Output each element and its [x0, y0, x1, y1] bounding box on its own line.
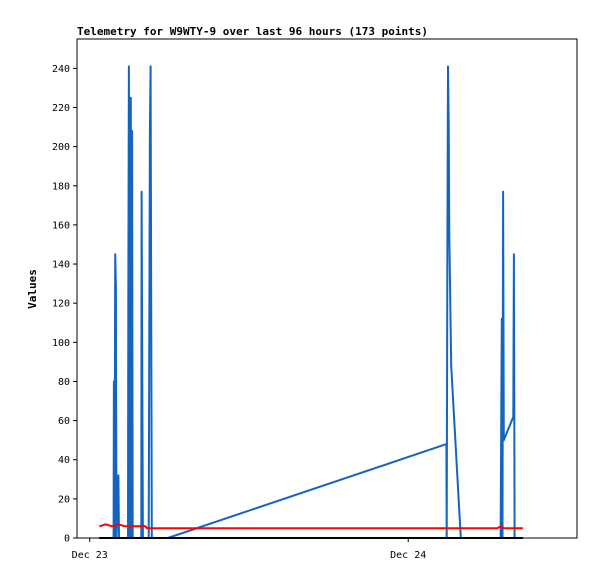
y-tick-label: 100 [52, 338, 70, 349]
y-tick-label: 240 [52, 64, 70, 75]
y-axis-label: Values [26, 269, 39, 309]
y-tick-label: 180 [52, 181, 70, 192]
y-tick-label: 140 [52, 260, 70, 271]
series-group [99, 65, 523, 539]
y-tick-label: 220 [52, 103, 70, 114]
chart-title: Telemetry for W9WTY-9 over last 96 hours… [77, 25, 428, 38]
x-tick-label: Dec 23 [72, 550, 108, 561]
series-line-2 [99, 523, 523, 530]
y-tick-label: 40 [58, 455, 70, 466]
y-tick-label: 200 [52, 142, 70, 153]
y-tick-label: 0 [64, 534, 70, 545]
y-tick-label: 20 [58, 494, 70, 505]
y-tick-label: 80 [58, 377, 70, 388]
y-tick-label: 60 [58, 416, 70, 427]
y-axis-ticks: 0 20 40 60 80 100 120 140 160 180 200 220 240 [52, 64, 77, 545]
x-tick-label: Dec 24 [390, 550, 426, 561]
y-tick-label: 160 [52, 220, 70, 231]
y-tick-label: 120 [52, 299, 70, 310]
